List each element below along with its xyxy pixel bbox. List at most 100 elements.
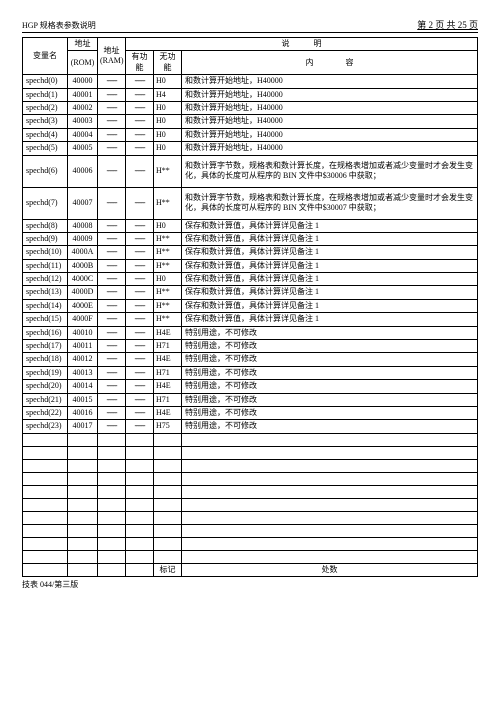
- footer-row: 标记处数: [23, 563, 478, 576]
- cell-var: spechd(0): [23, 75, 68, 88]
- cell-ram: ------: [98, 142, 126, 155]
- cell-rom: 40001: [68, 88, 98, 101]
- cell-desc: 保存和数计算值，具体计算详见备注 1: [182, 246, 478, 259]
- cell-desc: 保存和数计算值，具体计算详见备注 1: [182, 299, 478, 312]
- cell-ram: ------: [98, 393, 126, 406]
- table-row-blank: [23, 472, 478, 485]
- cell-fn1: ------: [126, 88, 154, 101]
- cell-ram: ------: [98, 128, 126, 141]
- cell-fn2: H75: [154, 420, 182, 433]
- cell-var: spechd(21): [23, 393, 68, 406]
- cell-ram: ------: [98, 75, 126, 88]
- cell-fn2: H0: [154, 115, 182, 128]
- cell-desc: 和数计算字节数，规格表和数计算长度，在规格表增加或者减少变量时才会发生变化，具体…: [182, 155, 478, 187]
- cell-var: spechd(7): [23, 187, 68, 219]
- cell-var: spechd(8): [23, 219, 68, 232]
- cell-desc: 保存和数计算值，具体计算详见备注 1: [182, 273, 478, 286]
- cell-var: spechd(17): [23, 340, 68, 353]
- cell-var: spechd(13): [23, 286, 68, 299]
- cell-rom: 40002: [68, 101, 98, 114]
- table-row: spechd(13)4000D------------H**保存和数计算值，具体…: [23, 286, 478, 299]
- cell-desc: 保存和数计算值，具体计算详见备注 1: [182, 232, 478, 245]
- cell-fn2: H**: [154, 187, 182, 219]
- table-row-blank: [23, 537, 478, 550]
- cell-fn2: H**: [154, 313, 182, 326]
- cell-fn2: H0: [154, 75, 182, 88]
- cell-rom: 40010: [68, 326, 98, 339]
- cell-fn1: ------: [126, 353, 154, 366]
- cell-rom: 4000B: [68, 259, 98, 272]
- cell-rom: 40003: [68, 115, 98, 128]
- table-row: spechd(17)40011------------H71特别用途，不可修改: [23, 340, 478, 353]
- doc-title: HGP 规格表参数说明: [22, 20, 96, 31]
- footnote: 技表 044/第三版: [22, 577, 478, 590]
- cell-fn2: H4E: [154, 406, 182, 419]
- table-row: spechd(7)40007------------H**和数计算字节数，规格表…: [23, 187, 478, 219]
- cell-desc: 和数计算开始地址，H40000: [182, 101, 478, 114]
- cell-fn2: H0: [154, 142, 182, 155]
- cell-desc: 和数计算开始地址，H40000: [182, 142, 478, 155]
- cell-fn1: ------: [126, 155, 154, 187]
- cell-ram: ------: [98, 340, 126, 353]
- cell-desc: 和数计算开始地址，H40000: [182, 128, 478, 141]
- cell-fn1: ------: [126, 273, 154, 286]
- table-row: spechd(12)4000C------------H0保存和数计算值，具体计…: [23, 273, 478, 286]
- cell-rom: 40013: [68, 366, 98, 379]
- table-body: spechd(0)40000------------H0和数计算开始地址，H40…: [23, 75, 478, 577]
- table-row: spechd(23)40017------------H75特别用途，不可修改: [23, 420, 478, 433]
- cell-desc: 保存和数计算值，具体计算详见备注 1: [182, 259, 478, 272]
- cell-var: spechd(2): [23, 101, 68, 114]
- cell-desc: 保存和数计算值，具体计算详见备注 1: [182, 286, 478, 299]
- cell-fn1: ------: [126, 187, 154, 219]
- cell-desc: 特别用途，不可修改: [182, 380, 478, 393]
- cell-desc: 特别用途，不可修改: [182, 340, 478, 353]
- col-fn1: 有功能: [126, 51, 154, 75]
- cell-fn1: ------: [126, 128, 154, 141]
- cell-fn2: H**: [154, 259, 182, 272]
- cell-fn1: ------: [126, 286, 154, 299]
- cell-ram: ------: [98, 273, 126, 286]
- col-desc-top: 说 明: [126, 38, 478, 51]
- table-row: spechd(6)40006------------H**和数计算字节数，规格表…: [23, 155, 478, 187]
- table-row: spechd(22)40016------------H4E特别用途，不可修改: [23, 406, 478, 419]
- col-fn2: 无功能: [154, 51, 182, 75]
- table-head: 变量名 地址 地址 (RAM) 说 明 (ROM) 有功能 无功能 内 容: [23, 38, 478, 75]
- cell-var: spechd(14): [23, 299, 68, 312]
- page-header: HGP 规格表参数说明 第 2 页 共 25 页: [22, 18, 478, 33]
- cell-ram: ------: [98, 187, 126, 219]
- cell-rom: 40000: [68, 75, 98, 88]
- table-row-blank: [23, 459, 478, 472]
- cell-fn2: H4E: [154, 326, 182, 339]
- cell-fn2: H0: [154, 219, 182, 232]
- cell-fn1: ------: [126, 313, 154, 326]
- cell-var: spechd(22): [23, 406, 68, 419]
- cell-rom: 40016: [68, 406, 98, 419]
- cell-fn2: H**: [154, 286, 182, 299]
- cell-fn2: H71: [154, 340, 182, 353]
- cell-rom: 40009: [68, 232, 98, 245]
- col-ram: 地址 (RAM): [98, 38, 126, 75]
- cell-fn1: ------: [126, 326, 154, 339]
- cell-ram: ------: [98, 326, 126, 339]
- cell-ram: ------: [98, 232, 126, 245]
- table-row: spechd(11)4000B------------H**保存和数计算值，具体…: [23, 259, 478, 272]
- cell-ram: ------: [98, 155, 126, 187]
- cell-rom: 40012: [68, 353, 98, 366]
- table-row: spechd(14)4000E------------H**保存和数计算值，具体…: [23, 299, 478, 312]
- cell-ram: ------: [98, 299, 126, 312]
- cell-ram: ------: [98, 101, 126, 114]
- cell-qty: 处数: [182, 563, 478, 576]
- cell-fn1: ------: [126, 232, 154, 245]
- cell-rom: 40006: [68, 155, 98, 187]
- col-rom-top: 地址: [68, 38, 98, 51]
- col-content: 内 容: [182, 51, 478, 75]
- cell-fn1: ------: [126, 115, 154, 128]
- cell-var: spechd(9): [23, 232, 68, 245]
- cell-var: spechd(1): [23, 88, 68, 101]
- cell-fn2: H0: [154, 101, 182, 114]
- table-row: spechd(21)40015------------H71特别用途，不可修改: [23, 393, 478, 406]
- cell-fn2: H71: [154, 366, 182, 379]
- cell-var: spechd(20): [23, 380, 68, 393]
- table-row: spechd(5)40005------------H0和数计算开始地址，H40…: [23, 142, 478, 155]
- cell-desc: 和数计算开始地址，H40000: [182, 75, 478, 88]
